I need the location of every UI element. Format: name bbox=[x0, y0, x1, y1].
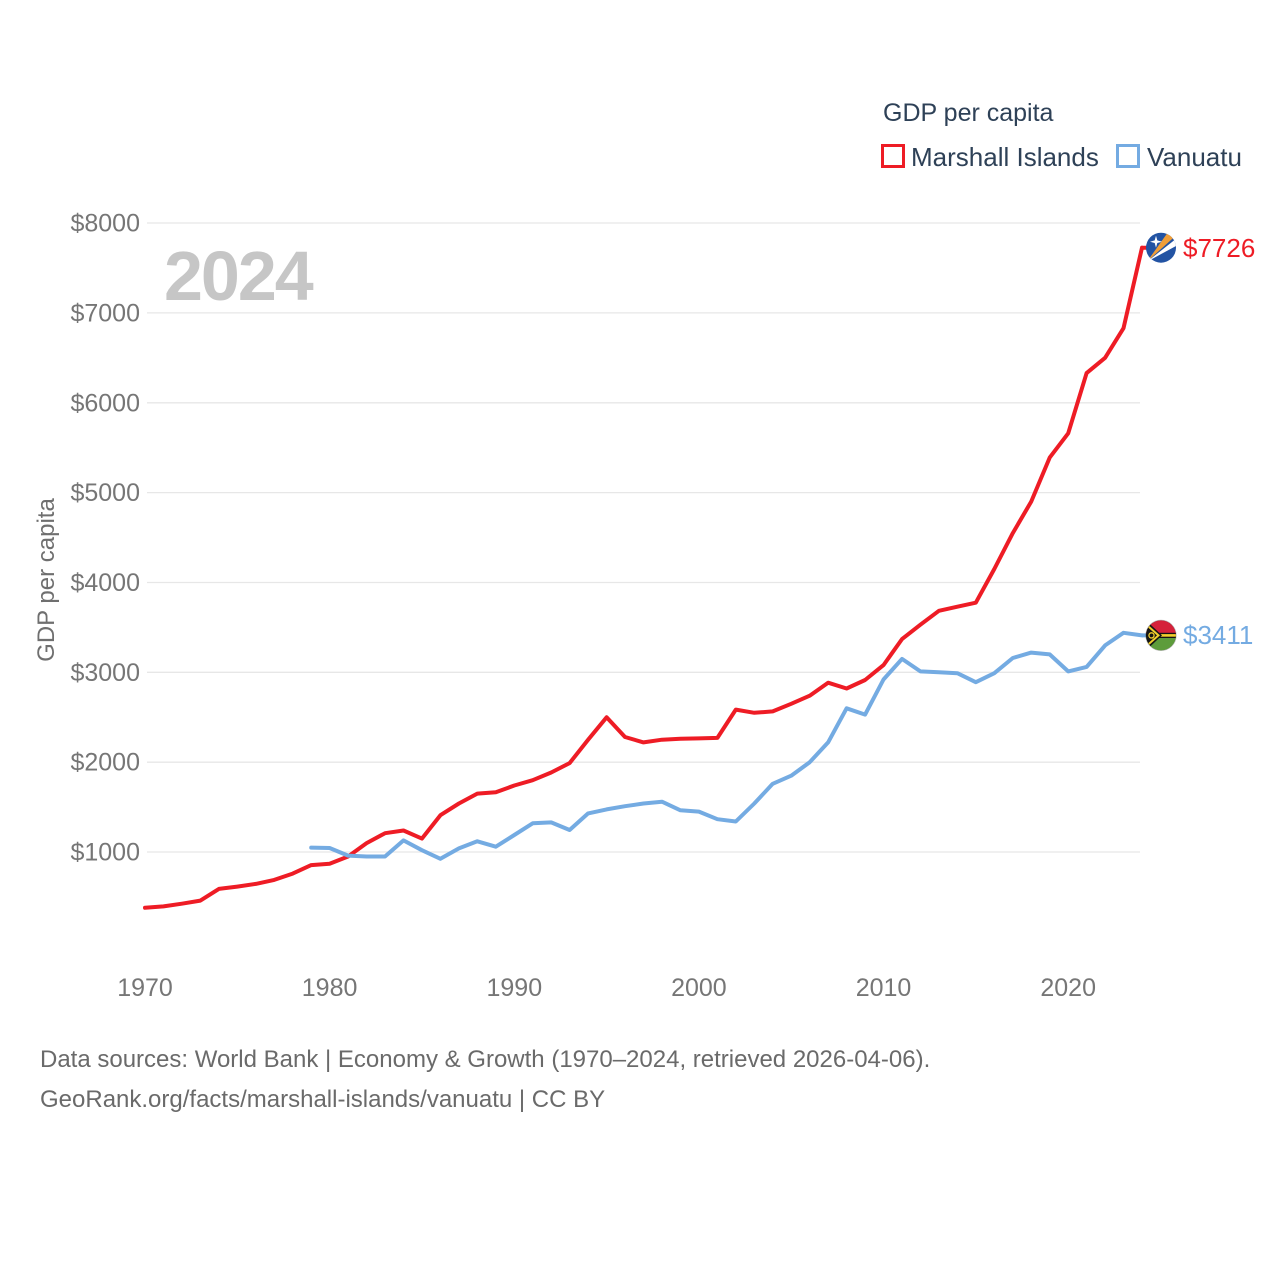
vanuatu-flag-icon bbox=[1145, 619, 1177, 652]
x-tick-label: 2020 bbox=[1040, 974, 1096, 1002]
y-tick-label: $5000 bbox=[70, 479, 140, 507]
legend-swatch-vanuatu bbox=[1116, 144, 1140, 168]
end-value-label-marshall-islands: $7726 bbox=[1183, 232, 1256, 263]
y-tick-label: $8000 bbox=[70, 210, 140, 238]
y-tick-label: $7000 bbox=[70, 299, 140, 327]
x-tick-label: 1980 bbox=[302, 974, 358, 1002]
x-tick-label: 1990 bbox=[486, 974, 542, 1002]
series-line-vanuatu bbox=[309, 630, 1144, 861]
x-tick-label: 2010 bbox=[856, 974, 912, 1002]
y-tick-label: $3000 bbox=[70, 659, 140, 687]
y-tick-label: $2000 bbox=[70, 749, 140, 777]
y-tick-label: $4000 bbox=[70, 569, 140, 597]
series-line-marshall-islands bbox=[143, 245, 1144, 910]
x-tick-label: 1970 bbox=[117, 974, 173, 1002]
legend-swatch-marshall-islands bbox=[881, 144, 905, 168]
x-tick-label: 2000 bbox=[671, 974, 727, 1002]
end-value-label-vanuatu: $3411 bbox=[1183, 620, 1254, 651]
legend-label-vanuatu: Vanuatu bbox=[1147, 142, 1242, 172]
attribution-text: GeoRank.org/facts/marshall-islands/vanua… bbox=[40, 1086, 606, 1113]
data-source-text: Data sources: World Bank | Economy & Gro… bbox=[40, 1046, 931, 1073]
marshall-islands-flag-icon bbox=[1146, 232, 1176, 263]
year-watermark: 2024 bbox=[164, 237, 314, 315]
legend-title: GDP per capita bbox=[883, 99, 1054, 127]
legend-label-marshall-islands: Marshall Islands bbox=[911, 142, 1099, 172]
y-tick-label: $6000 bbox=[70, 389, 140, 417]
y-tick-label: $1000 bbox=[70, 839, 140, 867]
y-axis-title: GDP per capita bbox=[33, 498, 60, 662]
